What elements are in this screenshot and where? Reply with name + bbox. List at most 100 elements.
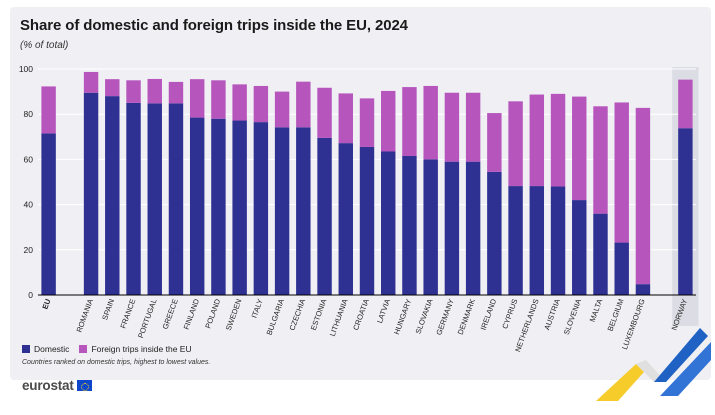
x-tick-label: HUNGARY: [392, 298, 413, 336]
bar-foreign: [83, 71, 99, 93]
bar-foreign: [572, 96, 587, 201]
y-tick-label: 40: [24, 200, 34, 210]
x-tick-label: IRELAND: [479, 297, 499, 331]
x-tick-label: GERMANY: [434, 298, 455, 337]
bar-foreign: [529, 94, 545, 187]
bar-foreign: [232, 84, 247, 121]
bar-domestic: [444, 161, 460, 295]
bar-domestic: [296, 127, 311, 295]
x-tick-label: FINLAND: [182, 297, 202, 331]
bar-domestic: [253, 122, 269, 295]
bar-foreign: [423, 85, 438, 160]
x-tick-label: LITHUANIA: [328, 298, 350, 338]
x-tick-label: SPAIN: [100, 298, 116, 322]
x-tick-label: POLAND: [203, 297, 222, 330]
y-tick-label: 0: [28, 290, 33, 300]
bar-domestic: [614, 242, 629, 295]
x-tick-label: CROATIA: [351, 298, 371, 332]
x-tick-label: FRANCE: [118, 298, 137, 330]
x-tick-label: EU: [40, 298, 52, 311]
bar-domestic: [381, 151, 396, 295]
chart-title: Share of domestic and foreign trips insi…: [20, 17, 408, 34]
x-tick-label: PORTUGAL: [136, 298, 159, 340]
x-tick-label: GREECE: [161, 298, 180, 331]
bar-foreign: [147, 78, 162, 104]
y-tick-label: 20: [24, 245, 34, 255]
legend-swatch-foreign: [79, 345, 88, 353]
bar-domestic: [317, 137, 332, 295]
x-tick-label: SLOVENIA: [562, 298, 583, 336]
eu-flag-icon: [76, 380, 92, 391]
bar-domestic: [487, 171, 502, 295]
y-tick-label: 80: [24, 109, 34, 119]
bar-foreign: [274, 91, 290, 128]
bar-foreign: [211, 80, 226, 119]
bar-domestic: [126, 102, 141, 296]
bar-domestic: [572, 200, 587, 295]
x-tick-label: SWEDEN: [224, 298, 244, 332]
bar-domestic: [211, 118, 226, 295]
bar-domestic: [168, 103, 184, 296]
bar-domestic: [529, 186, 545, 295]
bar-foreign: [296, 81, 311, 128]
x-tick-label: ROMANIA: [75, 298, 95, 334]
x-tick-label: ESTONIA: [309, 298, 329, 332]
bar-domestic: [508, 186, 523, 295]
bar-foreign: [508, 101, 523, 187]
legend-swatch-domestic: [22, 345, 30, 353]
legend-label-domestic: Domestic: [34, 344, 70, 354]
y-tick-label: 60: [24, 154, 34, 164]
bar-foreign: [338, 93, 353, 144]
bar-foreign: [635, 107, 651, 285]
bar-foreign: [593, 106, 608, 214]
bar-foreign: [444, 92, 460, 162]
bar-foreign: [105, 79, 120, 97]
bar-foreign: [614, 102, 629, 243]
chart-legend: Domestic Foreign trips inside the EU: [22, 344, 202, 354]
eurostat-wordmark: eurostat: [22, 378, 74, 393]
bar-domestic: [147, 103, 162, 296]
bar-foreign: [381, 90, 396, 152]
x-tick-label: BULGARIA: [265, 298, 286, 337]
bar-domestic: [423, 159, 438, 295]
y-tick-label: 100: [19, 64, 33, 74]
bar-foreign: [487, 113, 502, 172]
bar-foreign: [189, 79, 205, 118]
bar-domestic: [189, 117, 205, 295]
x-tick-label: SLOVAKIA: [414, 298, 435, 335]
x-tick-label: MALTA: [588, 298, 605, 324]
chart-subtitle: (% of total): [20, 40, 69, 51]
x-tick-label: CZECHIA: [287, 298, 307, 332]
x-tick-label: AUSTRIA: [542, 298, 562, 332]
x-tick-label: DENMARK: [456, 298, 477, 336]
bar-domestic: [338, 143, 353, 295]
bar-foreign: [678, 79, 693, 129]
bar-foreign: [359, 98, 375, 147]
bar-domestic: [359, 146, 375, 295]
x-tick-label: ITALY: [250, 298, 265, 320]
chart-footnote: Countries ranked on domestic trips, high…: [22, 359, 211, 366]
bar-domestic: [232, 120, 247, 295]
bar-domestic: [41, 133, 56, 295]
bar-domestic: [550, 186, 566, 295]
legend-item-foreign: Foreign trips inside the EU: [79, 344, 192, 354]
decorative-chevron-graphic: [596, 328, 711, 401]
bar-domestic: [593, 213, 608, 295]
bar-foreign: [317, 87, 332, 138]
bar-foreign: [550, 93, 566, 187]
bar-domestic: [105, 96, 120, 296]
bar-domestic: [83, 92, 99, 295]
bar-foreign: [402, 87, 417, 157]
x-tick-label: CYPRUS: [500, 298, 519, 330]
bar-foreign: [253, 85, 269, 123]
bar-domestic: [274, 127, 290, 295]
bar-domestic: [678, 128, 693, 295]
bar-domestic: [402, 156, 417, 295]
legend-label-foreign: Foreign trips inside the EU: [91, 344, 192, 354]
bar-foreign: [41, 86, 56, 134]
eurostat-logo: eurostat: [22, 378, 92, 393]
bar-foreign: [168, 81, 184, 104]
bar-domestic: [635, 284, 651, 295]
x-tick-label: LATVIA: [375, 298, 392, 325]
